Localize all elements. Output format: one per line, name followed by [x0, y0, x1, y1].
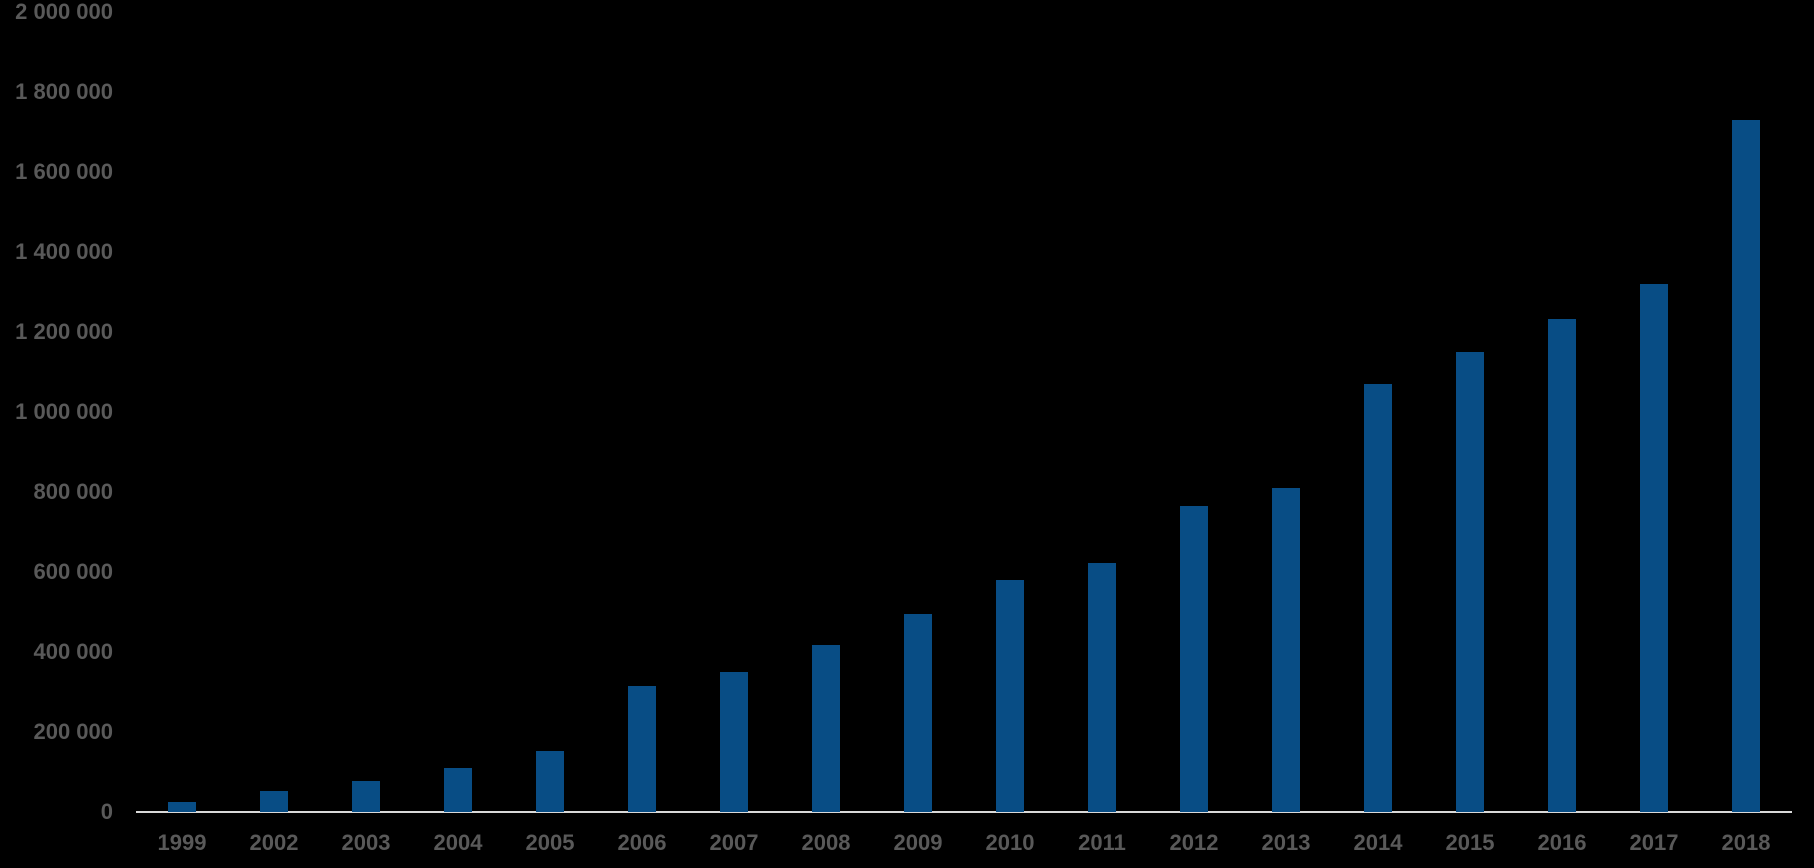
bar-2012: [1180, 505, 1208, 812]
bar-2005: [536, 750, 564, 812]
x-tick-label: 2004: [433, 830, 483, 855]
y-tick-label: 1 200 000: [15, 319, 113, 344]
bar-2008: [812, 644, 840, 812]
bar-2010: [996, 579, 1024, 812]
x-tick-label: 2013: [1261, 830, 1311, 855]
x-tick-label: 2007: [709, 830, 759, 855]
bar-2017: [1640, 284, 1668, 812]
y-tick-label: 1 600 000: [15, 159, 113, 184]
x-tick-label: 2017: [1629, 830, 1679, 855]
x-tick-label: 2006: [617, 830, 667, 855]
bar-2011: [1088, 562, 1116, 812]
x-tick-label: 2010: [985, 830, 1035, 855]
bar-2015: [1456, 352, 1484, 812]
x-tick-label: 2014: [1353, 830, 1403, 855]
x-tick-label: 1999: [157, 830, 207, 855]
y-tick-label: 1 400 000: [15, 239, 113, 264]
bar-2018: [1732, 119, 1760, 812]
bar-2014: [1364, 384, 1392, 812]
x-tick-label: 2009: [893, 830, 943, 855]
bar-2006: [628, 686, 656, 812]
x-axis-line: [136, 811, 1792, 813]
x-tick-label: 2012: [1169, 830, 1219, 855]
y-tick-label: 800 000: [33, 479, 113, 504]
bar-2003: [352, 780, 380, 812]
x-tick-label: 2011: [1078, 830, 1126, 855]
y-tick-label: 2 000 000: [15, 0, 113, 24]
x-tick-label: 2003: [341, 830, 391, 855]
y-tick-label: 0: [100, 799, 113, 824]
bar-2009: [904, 614, 932, 812]
bar-1999: [168, 802, 196, 812]
y-tick-label: 1 800 000: [15, 79, 113, 104]
x-tick-label: 2005: [525, 830, 575, 855]
bar-2013: [1272, 488, 1300, 812]
x-tick-label: 2016: [1537, 830, 1587, 855]
y-tick-label: 600 000: [33, 559, 113, 584]
bar-2002: [260, 791, 288, 812]
bar-2007: [720, 671, 748, 812]
x-tick-label: 2002: [249, 830, 299, 855]
y-tick-label: 400 000: [33, 639, 113, 664]
x-tick-label: 2018: [1721, 830, 1771, 855]
x-tick-label: 2015: [1445, 830, 1495, 855]
y-tick-label: 1 000 000: [15, 399, 113, 424]
bar-2016: [1548, 319, 1576, 812]
bar-2004: [444, 768, 472, 812]
y-tick-label: 200 000: [33, 719, 113, 744]
x-tick-label: 2008: [801, 830, 851, 855]
